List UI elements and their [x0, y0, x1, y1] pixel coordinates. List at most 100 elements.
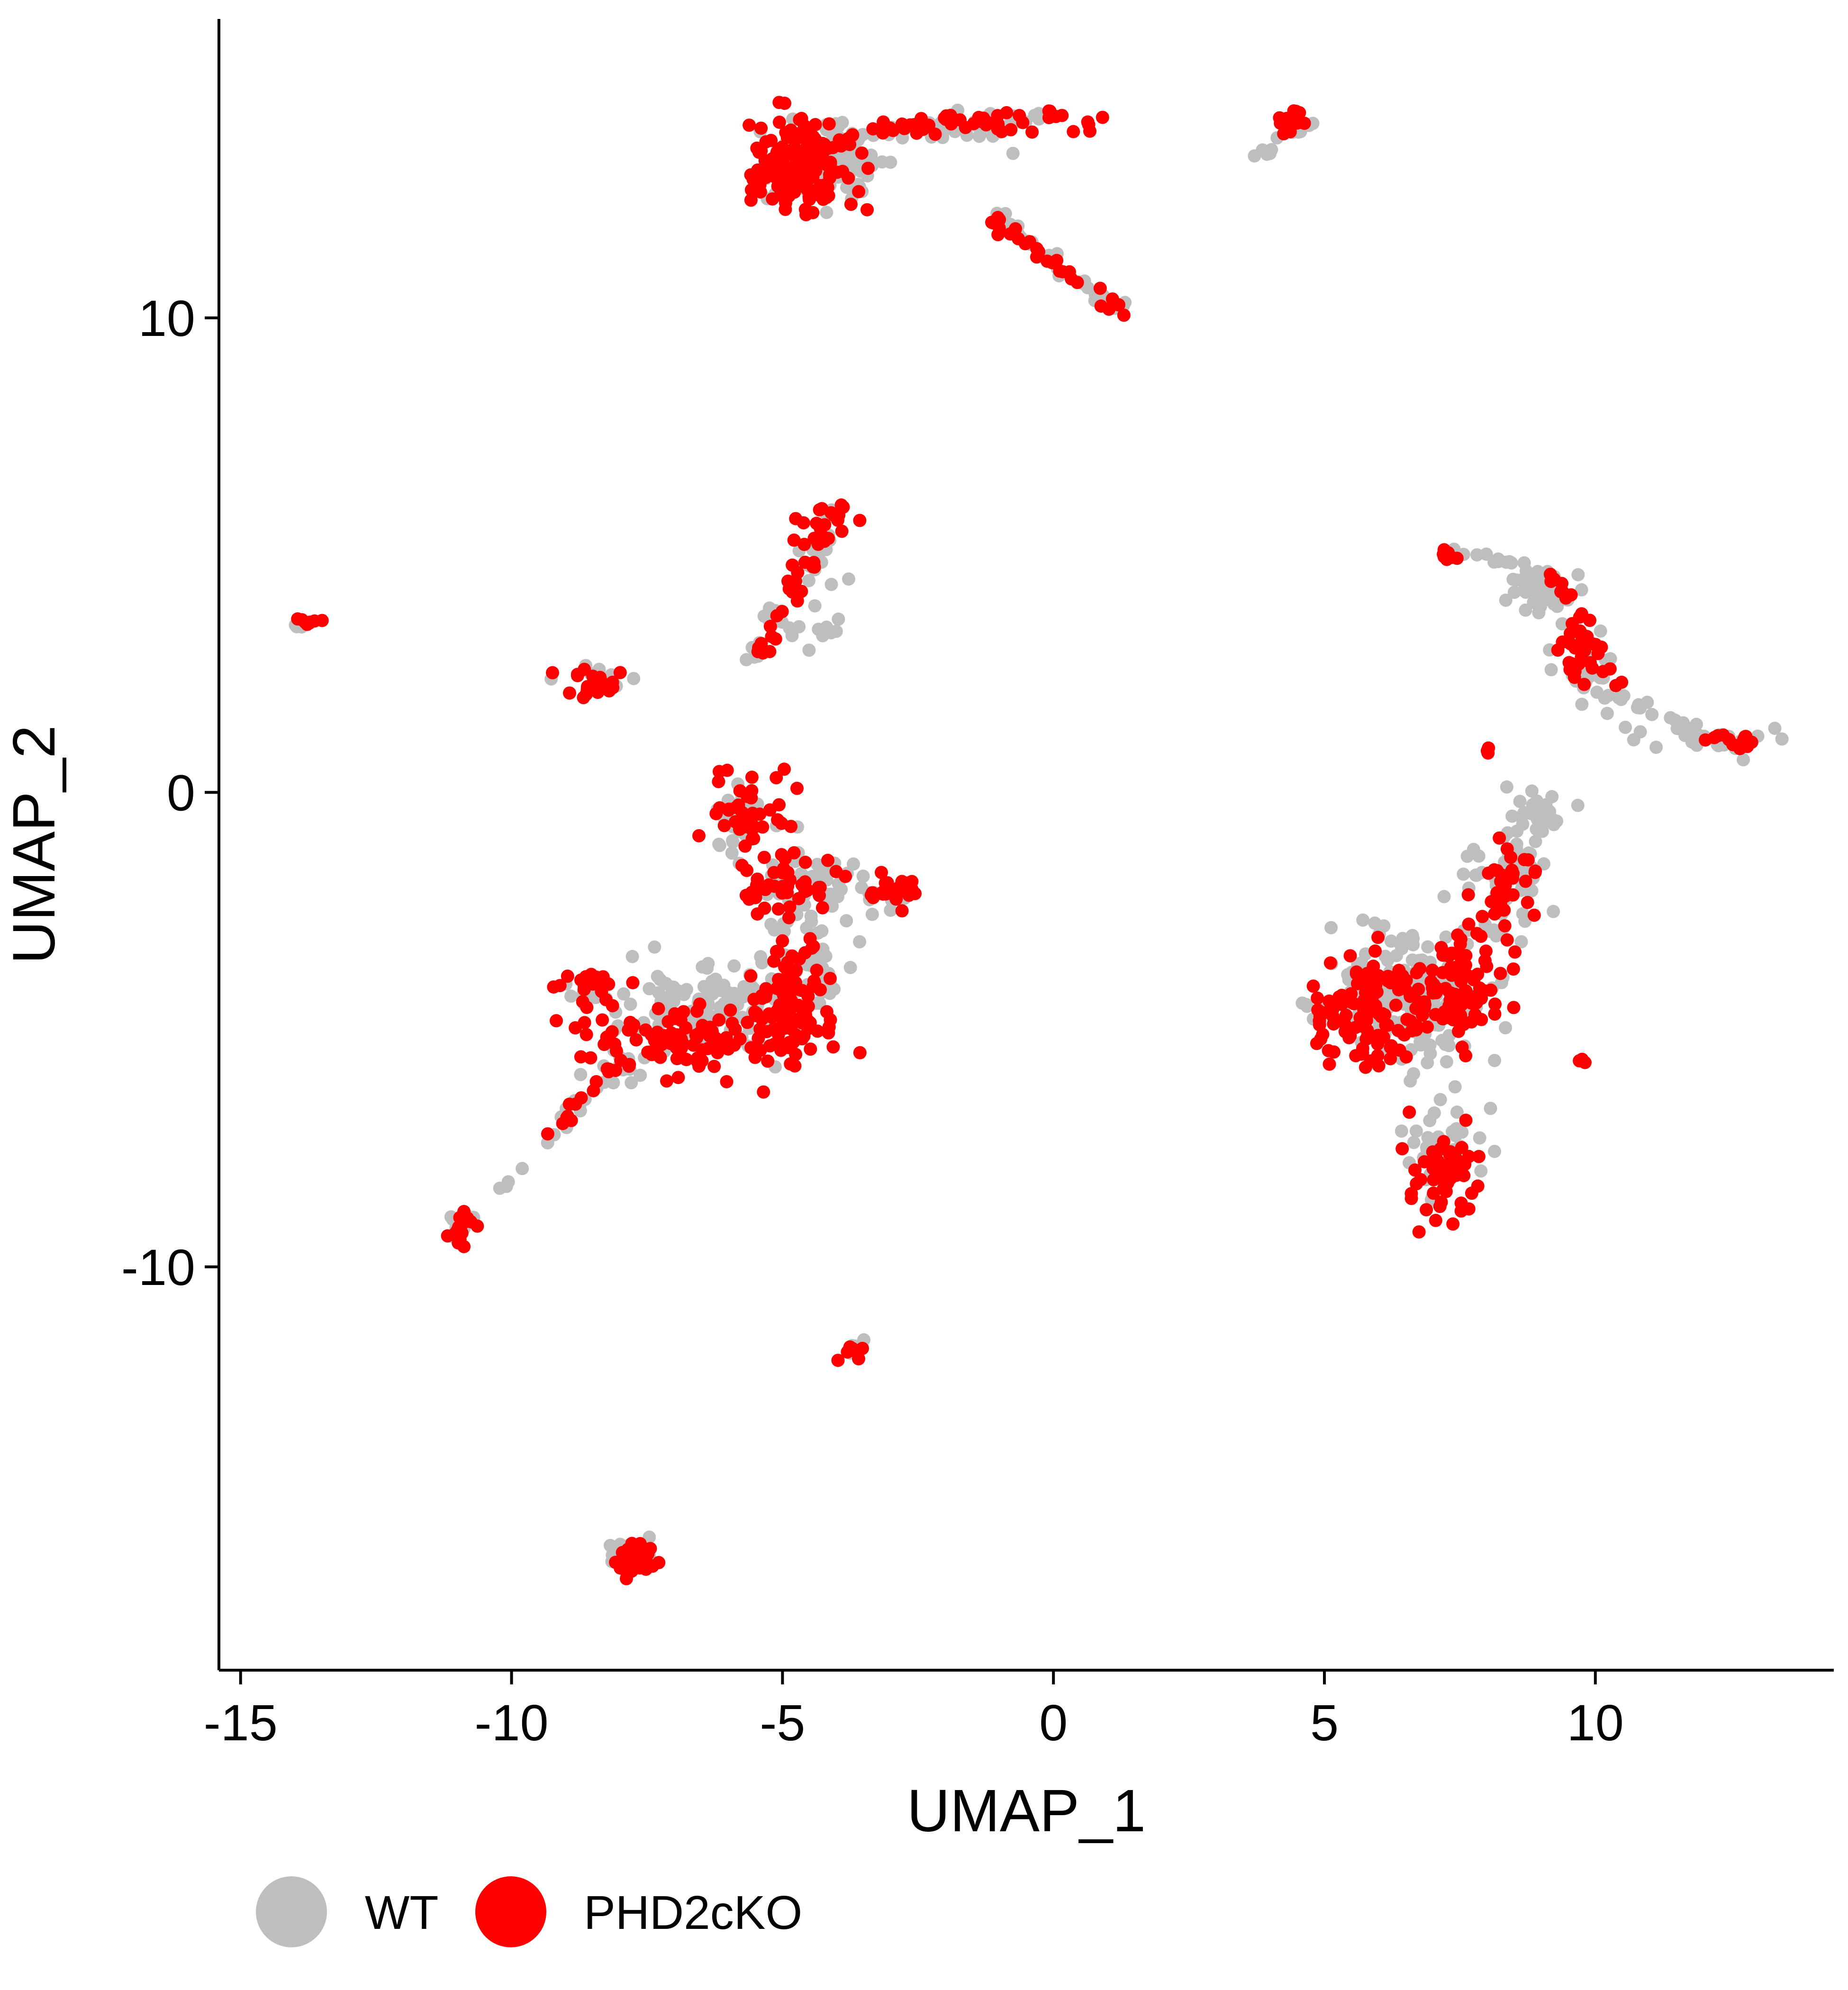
scatter-point-phd2cko — [720, 763, 734, 777]
scatter-point-phd2cko — [606, 681, 620, 695]
scatter-point-wt — [1404, 1074, 1417, 1088]
scatter-point-phd2cko — [1096, 110, 1109, 124]
scatter-point-wt — [1602, 688, 1615, 702]
y-tick-label: 10 — [138, 289, 195, 347]
scatter-point-phd2cko — [745, 770, 759, 784]
scatter-point-phd2cko — [776, 866, 789, 879]
scatter-point-wt — [1515, 573, 1529, 587]
scatter-point-wt — [1499, 1021, 1513, 1035]
scatter-point-phd2cko — [569, 1021, 582, 1035]
scatter-point-phd2cko — [553, 979, 567, 993]
scatter-point-phd2cko — [703, 1029, 716, 1043]
scatter-point-phd2cko — [775, 605, 789, 618]
scatter-point-phd2cko — [1393, 1043, 1406, 1057]
scatter-point-phd2cko — [740, 864, 753, 877]
scatter-point-phd2cko — [1500, 933, 1514, 947]
scatter-point-phd2cko — [753, 807, 767, 821]
scatter-point-phd2cko — [1458, 984, 1472, 998]
scatter-point-phd2cko — [1389, 998, 1403, 1012]
scatter-point-wt — [736, 987, 750, 1001]
legend: WT PHD2cKO — [256, 1876, 802, 1947]
scatter-point-wt — [659, 977, 673, 990]
scatter-point-wt — [726, 834, 739, 848]
scatter-point-phd2cko — [788, 170, 801, 183]
scatter-point-phd2cko — [1443, 986, 1457, 1000]
scatter-point-phd2cko — [861, 203, 874, 217]
scatter-point-phd2cko — [916, 123, 930, 136]
scatter-point-phd2cko — [1367, 959, 1380, 973]
legend-label-phd2cko: PHD2cKO — [584, 1886, 802, 1939]
scatter-point-phd2cko — [1273, 111, 1286, 125]
x-tick-label: -10 — [475, 1694, 549, 1751]
scatter-point-phd2cko — [1470, 927, 1484, 941]
scatter-point-wt — [722, 986, 735, 1000]
scatter-point-wt — [804, 909, 818, 923]
series-wt-points — [289, 103, 1789, 1580]
scatter-point-phd2cko — [728, 1022, 742, 1036]
scatter-point-phd2cko — [546, 666, 559, 679]
scatter-point-phd2cko — [1452, 948, 1465, 961]
scatter-point-phd2cko — [821, 181, 834, 194]
scatter-point-wt — [1524, 806, 1538, 820]
scatter-point-phd2cko — [775, 140, 789, 154]
scatter-point-wt — [725, 846, 739, 860]
scatter-point-phd2cko — [778, 960, 791, 974]
scatter-point-phd2cko — [1363, 975, 1377, 988]
scatter-point-phd2cko — [807, 532, 821, 545]
scatter-point-phd2cko — [1395, 1142, 1409, 1156]
y-tick-label: -10 — [121, 1239, 195, 1296]
scatter-point-phd2cko — [707, 1059, 721, 1073]
scatter-point-phd2cko — [584, 968, 598, 981]
scatter-point-wt — [856, 869, 870, 883]
scatter-point-phd2cko — [876, 126, 890, 140]
scatter-point-wt — [768, 923, 781, 937]
scatter-point-phd2cko — [717, 819, 731, 832]
scatter-point-wt — [840, 914, 853, 928]
scatter-point-phd2cko — [1711, 729, 1724, 742]
scatter-point-phd2cko — [735, 806, 749, 820]
scatter-point-phd2cko — [724, 1004, 737, 1017]
scatter-point-phd2cko — [789, 976, 803, 989]
scatter-point-phd2cko — [1575, 1052, 1589, 1066]
scatter-point-phd2cko — [571, 668, 584, 681]
y-tick-label: 0 — [167, 764, 195, 821]
scatter-point-wt — [679, 983, 693, 996]
scatter-point-phd2cko — [772, 1000, 786, 1014]
scatter-point-wt — [802, 643, 816, 657]
scatter-point-phd2cko — [1371, 1037, 1385, 1051]
scatter-point-phd2cko — [876, 886, 889, 899]
scatter-point-phd2cko — [1410, 966, 1423, 979]
scatter-point-wt — [800, 921, 814, 935]
scatter-point-phd2cko — [711, 1046, 725, 1059]
scatter-point-phd2cko — [1451, 928, 1465, 942]
scatter-point-wt — [824, 578, 838, 591]
scatter-point-wt — [1645, 708, 1659, 721]
scatter-point-wt — [574, 1067, 588, 1081]
scatter-point-phd2cko — [1043, 104, 1057, 118]
scatter-point-phd2cko — [655, 1038, 669, 1051]
scatter-point-phd2cko — [1429, 1008, 1442, 1022]
scatter-point-wt — [708, 973, 722, 986]
scatter-point-phd2cko — [1083, 124, 1096, 138]
scatter-point-wt — [1768, 722, 1782, 735]
scatter-point-phd2cko — [804, 1042, 817, 1056]
scatter-point-wt — [1545, 790, 1559, 804]
scatter-point-phd2cko — [652, 1556, 666, 1569]
scatter-point-phd2cko — [803, 932, 817, 946]
scatter-point-phd2cko — [1450, 552, 1464, 565]
scatter-point-phd2cko — [1455, 1141, 1468, 1154]
scatter-point-wt — [1488, 1145, 1502, 1158]
scatter-point-phd2cko — [986, 216, 1000, 230]
scatter-point-phd2cko — [629, 1033, 643, 1047]
scatter-point-phd2cko — [1368, 944, 1382, 958]
scatter-point-phd2cko — [1339, 1008, 1353, 1022]
scatter-point-wt — [1575, 583, 1588, 597]
scatter-point-phd2cko — [1527, 908, 1541, 922]
scatter-point-phd2cko — [778, 1013, 791, 1027]
scatter-point-phd2cko — [1306, 979, 1320, 993]
scatter-point-phd2cko — [1519, 875, 1532, 888]
scatter-point-wt — [1474, 1164, 1488, 1178]
x-tick-label: 0 — [1039, 1694, 1068, 1751]
scatter-point-phd2cko — [808, 118, 822, 131]
